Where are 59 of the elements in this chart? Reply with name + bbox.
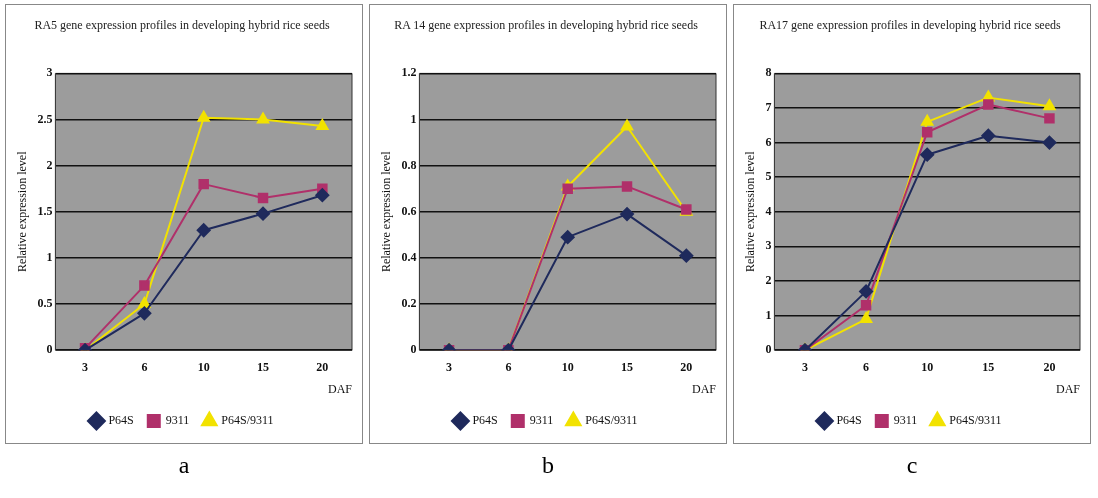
legend-label: P64S/9311	[585, 413, 638, 428]
y-tick-label: 1	[410, 111, 417, 126]
y-axis-title: Relative expression level	[379, 150, 394, 273]
y-tick-label: 4	[765, 203, 772, 218]
x-tick-label: 15	[982, 360, 995, 375]
y-tick-label: 2.5	[37, 111, 53, 126]
x-tick-label: 3	[801, 360, 808, 375]
x-axis-title: DAF	[691, 381, 717, 396]
x-tick-label: 6	[863, 360, 870, 375]
legend-label: 9311	[165, 413, 190, 428]
y-tick-label: 8	[765, 65, 772, 80]
y-tick-label: 1	[765, 307, 772, 322]
y-axis-title: Relative expression level	[15, 150, 30, 273]
legend-label: 9311	[529, 413, 554, 428]
x-tick-label: 10	[921, 360, 934, 375]
y-tick-label: 0	[46, 342, 53, 357]
chart-title: RA 14 gene expression profiles in developing hybrid rice seeds	[394, 18, 699, 33]
chart-title: RA17 gene expression profiles in developing hybrid rice seeds	[759, 18, 1061, 33]
x-axis-title: DAF	[327, 381, 353, 396]
x-tick-label: 6	[141, 360, 148, 375]
text: c	[906, 452, 918, 479]
y-tick-label: 7	[765, 100, 772, 115]
x-tick-label: 3	[446, 360, 453, 375]
y-tick-label: 2	[765, 273, 772, 288]
x-tick-label: 10	[197, 360, 210, 375]
x-axis-title: DAF	[1055, 381, 1081, 396]
y-tick-label: 5	[765, 169, 772, 184]
legend-label: P64S	[472, 413, 498, 428]
y-tick-label: 0	[765, 342, 772, 357]
legend-label: P64S/9311	[221, 413, 274, 428]
legend-label: 9311	[893, 413, 918, 428]
legend-label: P64S	[836, 413, 862, 428]
y-tick-label: 1	[46, 250, 53, 265]
text: a	[178, 452, 190, 479]
y-tick-label: 0.5	[37, 296, 53, 311]
y-tick-label: 0.6	[401, 203, 417, 218]
y-tick-label: 6	[765, 134, 772, 149]
y-tick-label: 0.2	[401, 296, 417, 311]
x-tick-label: 20	[1043, 360, 1056, 375]
x-tick-label: 10	[561, 360, 574, 375]
x-tick-label: 20	[680, 360, 693, 375]
y-tick-label: 3	[46, 65, 53, 80]
y-tick-label: 1.2	[401, 65, 417, 80]
x-tick-label: 20	[316, 360, 329, 375]
x-tick-label: 6	[505, 360, 512, 375]
y-tick-label: 1.5	[37, 203, 53, 218]
y-tick-label: 3	[765, 238, 772, 253]
x-tick-label: 3	[82, 360, 89, 375]
y-axis-title: Relative expression level	[743, 150, 758, 273]
chart-title: RA5 gene expression profiles in developing hybrid rice seeds	[34, 18, 330, 33]
y-tick-label: 0.8	[401, 157, 417, 172]
x-tick-label: 15	[257, 360, 270, 375]
text: b	[542, 452, 554, 479]
y-tick-label: 2	[46, 157, 53, 172]
legend-label: P64S/9311	[949, 413, 1002, 428]
x-tick-label: 15	[621, 360, 634, 375]
legend-label: P64S	[108, 413, 134, 428]
y-tick-label: 0	[410, 342, 417, 357]
y-tick-label: 0.4	[401, 250, 417, 265]
